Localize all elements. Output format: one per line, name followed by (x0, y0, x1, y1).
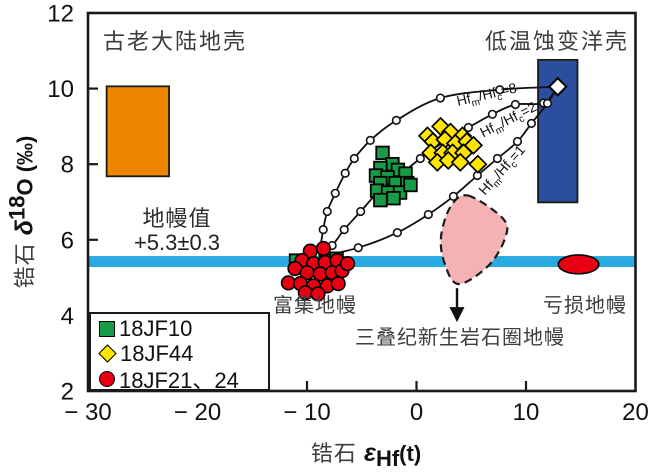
x-tick-label: 20 (622, 399, 649, 426)
curve-marker (415, 153, 425, 164)
curve-marker (492, 153, 503, 164)
curve-marker (318, 224, 328, 235)
region-ancient-continental-crust (105, 85, 170, 178)
data-point-circle (330, 276, 346, 292)
legend-label: 18JF44 (120, 340, 194, 366)
curve-marker (495, 85, 505, 95)
data-point-diamond (450, 152, 470, 172)
data-point-circle (310, 286, 326, 302)
data-point-diamond (463, 135, 484, 155)
data-point-circle (315, 240, 332, 257)
legend-item-18jf10: 18JF10 (99, 316, 264, 341)
green-square-marker-icon (99, 320, 115, 337)
label-enriched-mantle: 富集地幔 (273, 295, 357, 317)
curve-marker (512, 136, 523, 147)
x-tick-label: 0 (410, 399, 423, 426)
data-point-square (386, 191, 401, 206)
data-point-square (373, 192, 388, 208)
curve-marker (448, 191, 459, 201)
legend-item-18jf44: 18JF44 (98, 340, 264, 366)
curve-marker (463, 122, 474, 133)
y-tick-label: 2 (61, 379, 74, 406)
curve-marker (365, 135, 375, 145)
x-tick-label: − 30 (64, 399, 111, 426)
curve-marker (340, 168, 350, 178)
label-triassic-juvenile-lithospheric-mantle: 三叠纪新生岩石圈地幔 (355, 327, 565, 349)
y-tick-label: 10 (47, 76, 74, 103)
label-altered-oceanic-crust: 低温蚀变洋壳 (484, 28, 630, 54)
crust-endmember-diamond (547, 76, 568, 97)
mantle-value-band (88, 256, 636, 268)
legend: 18JF10 18JF44 18JF21、24 (89, 312, 270, 393)
curve-marker (392, 228, 402, 238)
legend-label: 18JF10 (119, 315, 193, 341)
curve-marker (423, 209, 433, 220)
label-ancient-continental-crust: 古老大陆地壳 (102, 28, 248, 54)
label-depleted-mantle: 亏损地幔 (543, 295, 627, 317)
y-tick-label: 8 (61, 152, 74, 179)
curve-marker (391, 115, 401, 125)
x-tick-label: − 20 (174, 399, 221, 426)
curve-marker (349, 153, 359, 164)
y-tick-label: 4 (61, 303, 74, 330)
legend-label: 18JF21、24 (119, 367, 239, 393)
curve-marker (510, 99, 520, 110)
region-triassic-juvenile-lithospheric-mantle (439, 194, 509, 286)
data-point-diamond (438, 150, 458, 171)
yellow-diamond-marker-icon (98, 344, 117, 363)
y-axis-title: 锆石 δ18O (‰) (4, 135, 39, 289)
data-point-circle (339, 256, 356, 272)
y-tick-label: 12 (47, 1, 74, 28)
curve-marker (322, 206, 332, 217)
label-mantle-value-line2: +5.3±0.3 (133, 230, 221, 255)
curve-marker (339, 224, 349, 235)
red-circle-marker-icon (99, 370, 115, 387)
curve-marker (435, 93, 445, 103)
data-point-diamond (468, 154, 488, 174)
data-point-square (375, 145, 390, 161)
down-arrow-head (449, 307, 465, 323)
curve-marker (542, 98, 553, 108)
data-point-square (403, 177, 418, 193)
y-tick-label: 6 (61, 227, 74, 254)
curve-marker (526, 118, 537, 128)
plot-frame (86, 11, 637, 393)
x-axis-title: 锆石 εHf(t) (310, 438, 422, 472)
curve-marker (487, 109, 497, 119)
label-mantle-value: 地幔值 +5.3±0.3 (133, 205, 221, 255)
curve-marker (353, 243, 363, 253)
curve-marker (356, 206, 366, 217)
region-depleted-mantle (557, 254, 600, 275)
label-mantle-value-line1: 地幔值 (142, 205, 212, 231)
curve-marker (330, 188, 340, 198)
x-tick-label: 10 (513, 399, 540, 426)
x-tick-label: − 10 (283, 399, 330, 426)
legend-item-18jf21-24: 18JF21、24 (99, 366, 264, 393)
